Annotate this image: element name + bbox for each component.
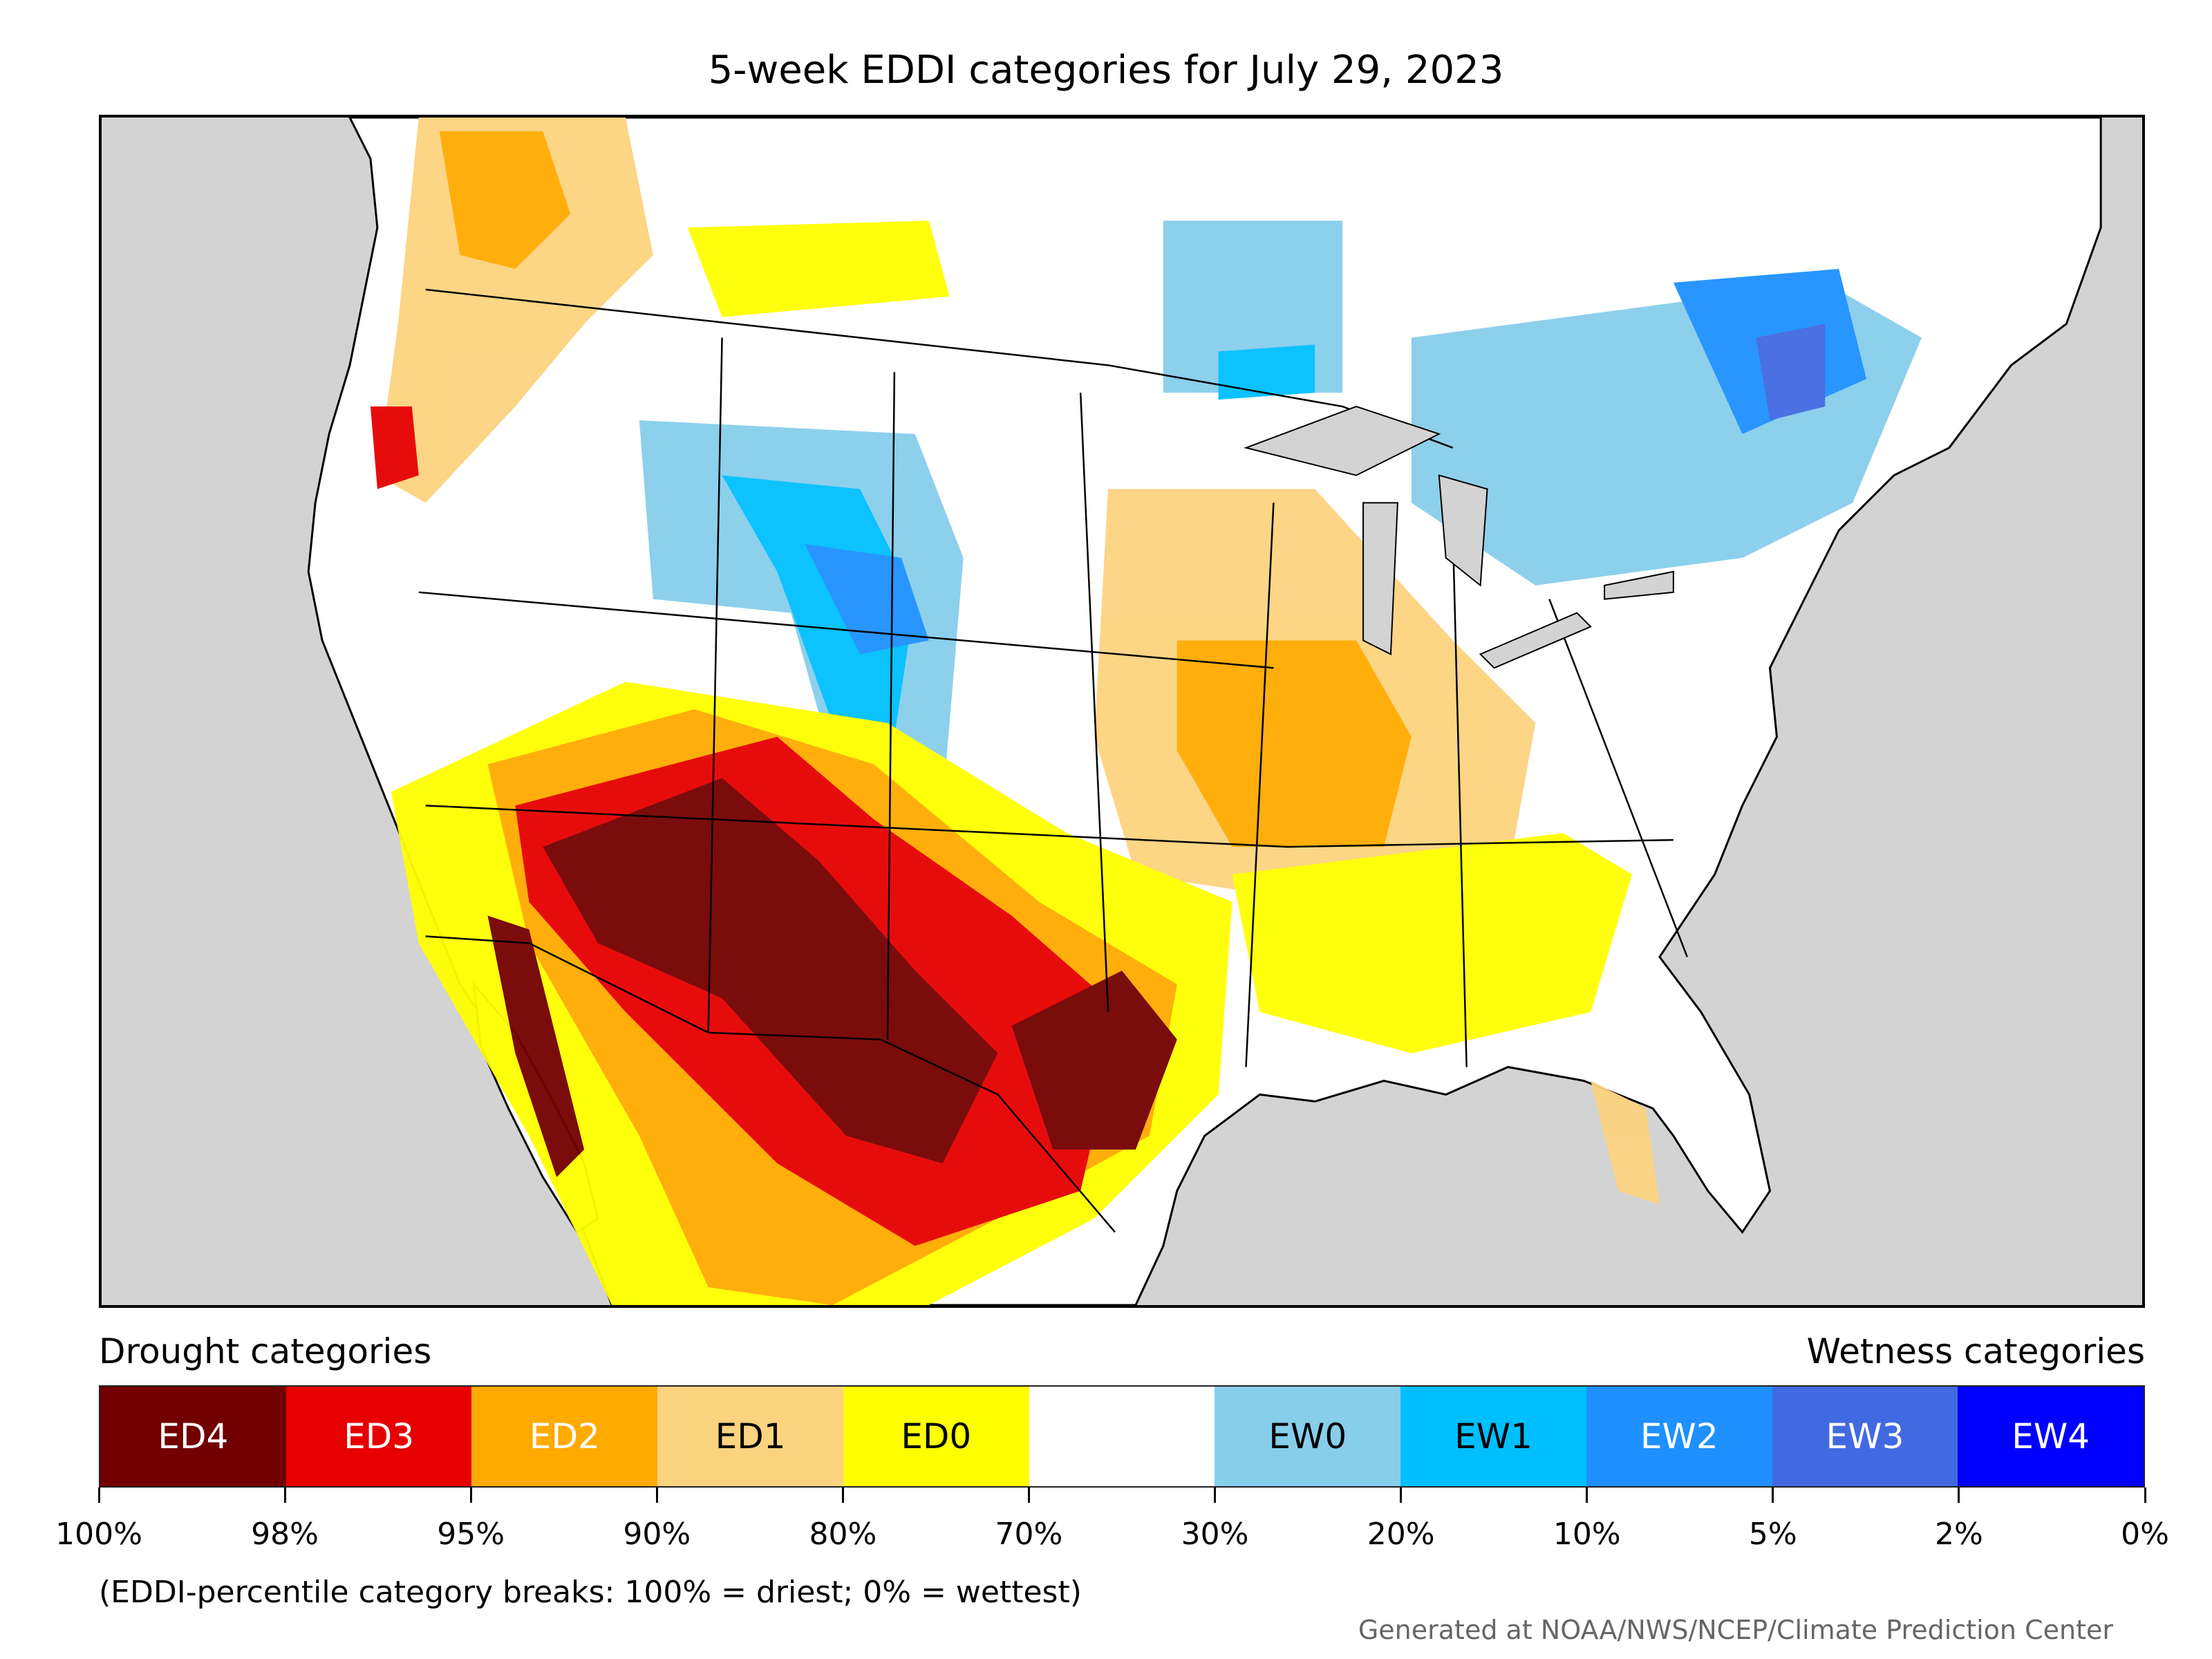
legend-box-ew3: EW3 [1772, 1387, 1958, 1486]
map-graphic [307, 118, 2102, 1305]
break-tick [469, 1488, 472, 1503]
great-lakes [1244, 405, 1674, 669]
drought-categories-label: Drought categories [99, 1331, 432, 1371]
region-ew1-wyoming [722, 475, 915, 737]
break-tick [655, 1488, 658, 1503]
break-tick [1400, 1488, 1403, 1503]
break-tick [97, 1488, 100, 1503]
break-label: 2% [1935, 1517, 1983, 1552]
break-label: 80% [809, 1517, 877, 1552]
lake-huron [1438, 474, 1488, 587]
region-ed2-northwest [439, 131, 571, 269]
region-ew1-north [1218, 344, 1315, 400]
border-us-mexico [425, 935, 1116, 1233]
legend-box-ew0: EW0 [1215, 1387, 1401, 1486]
region-ed4-baja [487, 915, 585, 1177]
break-tick [283, 1488, 286, 1503]
border-interior-6 [425, 805, 1674, 848]
break-label: 20% [1367, 1517, 1435, 1552]
legend-box-ew4: EW4 [1958, 1387, 2144, 1486]
break-tick [1772, 1488, 1774, 1503]
border-interior-4 [1245, 503, 1275, 1067]
break-label: 30% [1181, 1517, 1249, 1552]
lake-superior [1244, 405, 1441, 476]
border-interior-1 [707, 337, 723, 1033]
break-label: 95% [437, 1517, 505, 1552]
region-ew3-quebec [1756, 324, 1826, 420]
wetness-categories-label: Wetness categories [1806, 1331, 2145, 1371]
border-interior-8 [1548, 599, 1688, 957]
map-title: 5-week EDDI categories for July 29, 2023 [708, 48, 1504, 93]
legend-box-ed3: ED3 [285, 1387, 472, 1486]
break-label: 10% [1553, 1517, 1621, 1552]
region-ed4-texas [1011, 971, 1177, 1150]
lake-ontario [1604, 570, 1674, 600]
category-legend: ED4 ED3 ED2 ED1 ED0 EW0 EW1 EW2 EW3 EW4 [99, 1385, 2145, 1488]
lake-erie [1479, 612, 1592, 669]
legend-box-ew1: EW1 [1400, 1387, 1586, 1486]
break-label: 98% [251, 1517, 319, 1552]
break-label: 70% [995, 1517, 1063, 1552]
break-tick [1027, 1488, 1030, 1503]
lake-michigan [1362, 502, 1398, 655]
break-tick [1214, 1488, 1217, 1503]
break-tick [1958, 1488, 1960, 1503]
border-interior-7 [1452, 530, 1468, 1067]
region-ed1-florida [1591, 1080, 1660, 1205]
border-interior-2 [886, 372, 896, 1040]
region-ed2-midwest [1177, 640, 1412, 847]
percentile-note: (EDDI-percentile category breaks: 100% =… [99, 1575, 1082, 1610]
region-ed1-northwest [377, 118, 653, 503]
break-label: 100% [55, 1517, 142, 1552]
region-ed3-oregon [370, 406, 419, 489]
region-ed0-southeast [1232, 833, 1632, 1053]
legend-box-ed2: ED2 [471, 1387, 658, 1486]
break-label: 90% [623, 1517, 691, 1552]
break-tick [841, 1488, 844, 1503]
border-interior-3 [1079, 393, 1109, 1013]
region-ew2-nebraska [805, 544, 929, 655]
credit-line: Generated at NOAA/NWS/NCEP/Climate Predi… [1358, 1615, 2113, 1645]
eddi-map [99, 115, 2145, 1308]
break-tick [2144, 1488, 2146, 1503]
legend-box-ed4: ED4 [100, 1387, 286, 1486]
border-interior-5 [418, 591, 1274, 669]
legend-box-ed1: ED1 [657, 1387, 843, 1486]
region-ed0-canada [687, 221, 950, 317]
break-label: 0% [2121, 1517, 2169, 1552]
break-tick [1586, 1488, 1588, 1503]
percentile-breaks: 100% 98% 95% 90% 80% 70% 30% 20% 10% 5% 2% 0% [55, 1488, 2169, 1552]
legend-box-ed0: ED0 [843, 1387, 1029, 1486]
region-ed4-southwest [543, 778, 998, 1163]
legend-box-neutral [1029, 1387, 1215, 1486]
break-label: 5% [1748, 1517, 1797, 1552]
category-shading [370, 118, 1922, 1305]
legend-box-ew2: EW2 [1586, 1387, 1772, 1486]
